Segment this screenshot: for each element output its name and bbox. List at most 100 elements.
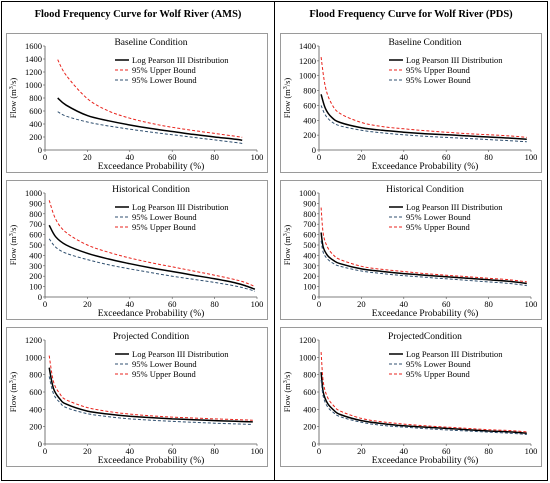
y-tick-label: 200 [29, 132, 42, 142]
legend-label: Log Pearson III Distribution [132, 55, 229, 65]
series-line [320, 94, 527, 140]
x-tick-label: 60 [168, 299, 177, 309]
series-line [48, 200, 256, 288]
x-tick-label: 60 [442, 446, 451, 456]
chart-title: Historical Condition [386, 185, 464, 195]
legend-label: 95% Upper Bound [132, 369, 196, 379]
column-divider [274, 1, 275, 481]
y-tick-label: 200 [303, 422, 316, 432]
y-tick-label: 1000 [25, 80, 42, 90]
legend-label: 95% Upper Bound [406, 222, 470, 232]
x-tick-label: 20 [357, 299, 366, 309]
series-line [320, 57, 527, 138]
legend-label: 95% Lower Bound [406, 212, 471, 222]
x-axis-label: Exceedance Probability (%) [98, 308, 205, 319]
y-axis-label: Flow (m3/s) [8, 372, 18, 413]
y-tick-label: 300 [303, 261, 316, 271]
legend-label: Log Pearson III Distribution [132, 349, 229, 359]
legend-label: Log Pearson III Distribution [132, 202, 229, 212]
chart-svg: Baseline Condition0200400600800100012001… [8, 38, 263, 172]
y-axis-label: Flow (m3/s) [282, 225, 292, 266]
y-tick-label: 800 [29, 209, 42, 219]
x-axis-label: Exceedance Probability (%) [372, 161, 479, 172]
y-tick-label: 700 [29, 219, 42, 229]
x-tick-label: 80 [210, 299, 219, 309]
x-tick-label: 20 [83, 446, 92, 456]
y-tick-label: 600 [29, 387, 42, 397]
chart-svg: Historical Condition01002003004005006007… [8, 185, 263, 319]
x-tick-label: 100 [525, 446, 538, 456]
y-tick-label: 400 [29, 404, 42, 414]
y-tick-label: 600 [303, 230, 316, 240]
chart-title: Baseline Condition [114, 38, 187, 48]
x-tick-label: 60 [168, 446, 177, 456]
y-tick-label: 0 [312, 292, 316, 302]
x-tick-label: 60 [168, 152, 177, 162]
series-line [57, 59, 243, 138]
y-tick-label: 800 [303, 209, 316, 219]
series-line [57, 97, 243, 142]
x-tick-label: 0 [317, 152, 321, 162]
series-line [320, 240, 527, 287]
x-tick-label: 80 [484, 446, 493, 456]
y-tick-label: 800 [29, 93, 42, 103]
y-tick-label: 200 [303, 271, 316, 281]
x-tick-label: 0 [43, 152, 47, 162]
y-tick-label: 600 [303, 387, 316, 397]
legend-label: 95% Upper Bound [406, 369, 470, 379]
y-tick-label: 1200 [25, 335, 42, 345]
x-tick-label: 80 [210, 446, 219, 456]
y-tick-label: 200 [29, 422, 42, 432]
x-tick-label: 40 [400, 446, 409, 456]
series-line [320, 207, 527, 283]
y-tick-label: 600 [29, 230, 42, 240]
x-tick-label: 40 [126, 152, 135, 162]
x-tick-label: 80 [210, 152, 219, 162]
x-tick-label: 40 [400, 152, 409, 162]
chart-pds-baseline: Baseline Condition 0 200 400 600 800 1000 1200 1… [280, 33, 542, 173]
x-axis-label: Exceedance Probability (%) [98, 161, 205, 172]
legend-label: 95% Lower Bound [132, 75, 197, 85]
y-tick-label: 900 [29, 198, 42, 208]
y-tick-label: 1200 [299, 335, 316, 345]
y-tick-label: 200 [303, 130, 316, 140]
series-line [48, 238, 256, 292]
y-tick-label: 1000 [25, 352, 42, 362]
legend-label: Log Pearson III Distribution [406, 55, 503, 65]
y-axis-label: Flow (m3/s) [282, 372, 292, 413]
series-line [48, 376, 253, 425]
x-tick-label: 80 [484, 299, 493, 309]
x-tick-label: 20 [357, 446, 366, 456]
y-tick-label: 0 [38, 439, 42, 449]
y-tick-label: 0 [38, 145, 42, 155]
y-axis-label: Flow (m3/s) [8, 78, 18, 119]
legend-label: 95% Lower Bound [406, 359, 471, 369]
y-tick-label: 0 [312, 145, 316, 155]
legend-label: 95% Upper Bound [406, 65, 470, 75]
series-line [57, 111, 243, 144]
y-tick-label: 1000 [299, 188, 316, 198]
y-tick-label: 0 [312, 439, 316, 449]
x-tick-label: 60 [442, 299, 451, 309]
chart-title: Projected Condition [113, 332, 190, 342]
x-tick-label: 100 [525, 299, 538, 309]
chart-svg: Baseline Condition0200400600800100012001… [282, 38, 537, 172]
legend-label: 95% Lower Bound [132, 359, 197, 369]
column-title-ams: Flood Frequency Curve for Wolf River (AM… [34, 9, 242, 20]
y-tick-label: 500 [29, 240, 42, 250]
y-tick-label: 100 [303, 282, 316, 292]
y-tick-label: 400 [29, 119, 42, 129]
legend-label: 95% Lower Bound [406, 75, 471, 85]
x-tick-label: 0 [43, 299, 47, 309]
chart-ams-projected: Projected Condition 0 200 400 600 800 1000 1200… [6, 327, 268, 467]
y-tick-label: 800 [303, 86, 316, 96]
series-line [48, 224, 256, 290]
x-tick-label: 80 [484, 152, 493, 162]
y-tick-label: 300 [29, 261, 42, 271]
y-axis-label: Flow (m3/s) [282, 78, 292, 119]
y-tick-label: 100 [29, 282, 42, 292]
series-line [320, 105, 527, 143]
chart-pds-projected: ProjectedCondition 0 200 400 600 800 1000 1200 0… [280, 327, 542, 467]
y-tick-label: 1200 [299, 56, 316, 66]
series-line [320, 372, 527, 434]
